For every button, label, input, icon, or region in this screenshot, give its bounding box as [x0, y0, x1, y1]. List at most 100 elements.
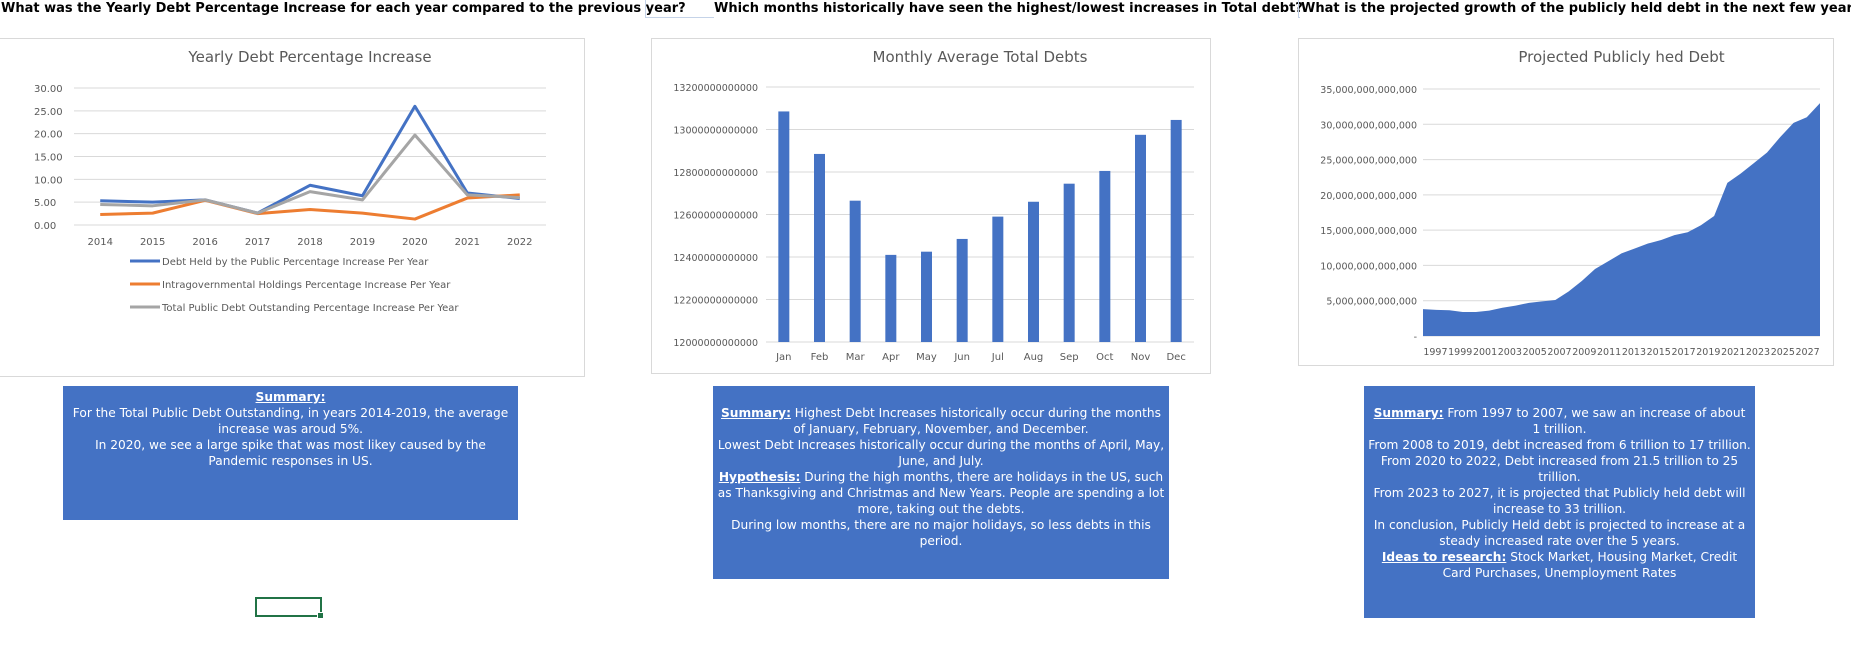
- y-tick-label: 0.00: [34, 221, 56, 232]
- y-tick-label: 10.00: [34, 175, 63, 186]
- summary-box-3: Summary: From 1997 to 2007, we saw an in…: [1364, 386, 1755, 618]
- y-tick-label: 12400000000000: [673, 253, 758, 264]
- projected-debt-area-chart: Projected Publicly hed Debt - 5,000,000,00…: [1320, 48, 1820, 358]
- x-tick-label: Dec: [1166, 352, 1185, 363]
- summary-text: For the Total Public Debt Outstanding, i…: [72, 406, 509, 436]
- summary-text: Highest Debt Increases historically occu…: [790, 406, 1161, 436]
- series-line-2: [100, 193, 520, 221]
- y-tick-label: 13000000000000: [673, 126, 758, 137]
- bar-feb: [814, 153, 825, 342]
- area-series: [1423, 103, 1820, 336]
- cell-border: [645, 0, 714, 18]
- summary-label: Summary:: [721, 406, 791, 420]
- x-tick-label: Jan: [775, 352, 791, 363]
- lowest-text: Lowest Debt Increases historically occur…: [717, 438, 1165, 468]
- x-tick-label: Apr: [882, 352, 900, 363]
- summary-box-2: Summary: Highest Debt Increases historic…: [713, 386, 1169, 579]
- bar-jun: [956, 238, 968, 342]
- y-tick-label: 30,000,000,000,000: [1320, 120, 1417, 131]
- x-tick-label: 2003: [1498, 347, 1522, 358]
- y-tick-label: 12800000000000: [673, 168, 758, 179]
- x-tick-label: Feb: [811, 352, 829, 363]
- y-tick-label: 35,000,000,000,000: [1320, 85, 1417, 96]
- x-tick-label: 2007: [1547, 347, 1571, 358]
- bar-jul: [992, 216, 1004, 342]
- bar-mar: [849, 200, 861, 342]
- series-line-3: [100, 133, 520, 215]
- x-tick-label: 2019: [350, 237, 375, 248]
- selected-cell[interactable]: [255, 597, 324, 619]
- bar-apr: [885, 254, 897, 342]
- y-tick-label: 13200000000000: [673, 83, 758, 94]
- summary-line: In conclusion, Publicly Held debt is pro…: [1373, 518, 1746, 548]
- bar-may: [921, 251, 932, 342]
- legend-label: Total Public Debt Outstanding Percentage…: [161, 303, 459, 314]
- summary-line: From 2008 to 2019, debt increased from 6…: [1368, 438, 1751, 452]
- summary-title: Summary:: [255, 390, 326, 404]
- x-tick-label: Jul: [991, 352, 1004, 363]
- x-tick-label: Jun: [953, 352, 970, 363]
- x-tick-label: 2018: [297, 237, 322, 248]
- x-tick-label: 2022: [507, 237, 532, 248]
- hypothesis-text: During the high months, there are holida…: [717, 470, 1165, 516]
- y-tick-label: 12600000000000: [673, 211, 758, 222]
- chart-title: Monthly Average Total Debts: [873, 48, 1088, 66]
- y-tick-label: 25.00: [34, 107, 63, 118]
- x-tick-label: 2001: [1473, 347, 1497, 358]
- y-tick-label: 10,000,000,000,000: [1320, 261, 1417, 272]
- y-tick-label: 5,000,000,000,000: [1326, 297, 1417, 308]
- bar-aug: [1028, 201, 1039, 342]
- ideas-label: Ideas to research:: [1381, 550, 1507, 564]
- question-1: What was the Yearly Debt Percentage Incr…: [1, 1, 686, 16]
- chart-yearly-debt[interactable]: Yearly Debt Percentage Increase 0.00 5.00 1…: [0, 38, 585, 377]
- y-tick-label: -: [1414, 332, 1417, 343]
- cell-border: [1298, 0, 1300, 18]
- hypothesis-label: Hypothesis:: [718, 470, 801, 484]
- x-tick-label: Sep: [1060, 352, 1079, 363]
- x-tick-label: 2021: [455, 237, 480, 248]
- series-line-1: [100, 104, 520, 215]
- x-tick-label: 2011: [1597, 347, 1621, 358]
- y-tick-label: 15.00: [34, 153, 63, 164]
- x-tick-label: 2025: [1771, 347, 1795, 358]
- x-tick-label: 2023: [1746, 347, 1770, 358]
- low-months-text: During low months, there are no major ho…: [731, 518, 1151, 548]
- x-tick-label: 2013: [1622, 347, 1646, 358]
- x-tick-label: 2027: [1796, 347, 1820, 358]
- question-3: What is the projected growth of the publ…: [1301, 1, 1851, 16]
- summary-box-1: Summary: For the Total Public Debt Outst…: [63, 386, 518, 520]
- x-tick-label: Nov: [1131, 352, 1151, 363]
- yearly-debt-line-chart: Yearly Debt Percentage Increase 0.00 5.00 1…: [34, 48, 546, 314]
- x-tick-label: 2017: [245, 237, 270, 248]
- x-tick-label: 2015: [1647, 347, 1671, 358]
- y-tick-label: 20,000,000,000,000: [1320, 191, 1417, 202]
- x-tick-label: Aug: [1024, 352, 1044, 363]
- bar-dec: [1170, 119, 1182, 342]
- ideas-text: Stock Market, Housing Market, Credit Car…: [1442, 550, 1738, 580]
- x-tick-label: Mar: [846, 352, 866, 363]
- x-tick-label: 2019: [1696, 347, 1720, 358]
- summary-text: In 2020, we see a large spike that was m…: [95, 438, 486, 468]
- summary-line: From 2020 to 2022, Debt increased from 2…: [1380, 454, 1739, 484]
- x-tick-label: 2016: [192, 237, 217, 248]
- x-tick-label: 1999: [1448, 347, 1472, 358]
- chart-projected-debt[interactable]: Projected Publicly hed Debt - 5,000,000,00…: [1298, 38, 1834, 366]
- legend-label: Debt Held by the Public Percentage Incre…: [162, 257, 429, 268]
- x-tick-label: 2009: [1572, 347, 1596, 358]
- summary-text: From 1997 to 2007, we saw an increase of…: [1443, 406, 1746, 436]
- bar-oct: [1099, 170, 1111, 342]
- y-tick-label: 30.00: [34, 84, 63, 95]
- x-tick-label: 1997: [1423, 347, 1447, 358]
- y-tick-label: 5.00: [34, 198, 56, 209]
- fill-handle[interactable]: [317, 612, 324, 619]
- chart-title: Yearly Debt Percentage Increase: [187, 48, 431, 66]
- chart-monthly-debts[interactable]: Monthly Average Total Debts 1200000000000…: [651, 38, 1211, 374]
- chart-title: Projected Publicly hed Debt: [1518, 48, 1724, 66]
- x-tick-label: 2014: [87, 237, 112, 248]
- x-tick-label: 2015: [140, 237, 165, 248]
- x-tick-label: 2005: [1523, 347, 1547, 358]
- question-2: Which months historically have seen the …: [714, 1, 1303, 16]
- bar-nov: [1135, 134, 1146, 342]
- y-tick-label: 20.00: [34, 130, 63, 141]
- y-tick-label: 25,000,000,000,000: [1320, 156, 1417, 167]
